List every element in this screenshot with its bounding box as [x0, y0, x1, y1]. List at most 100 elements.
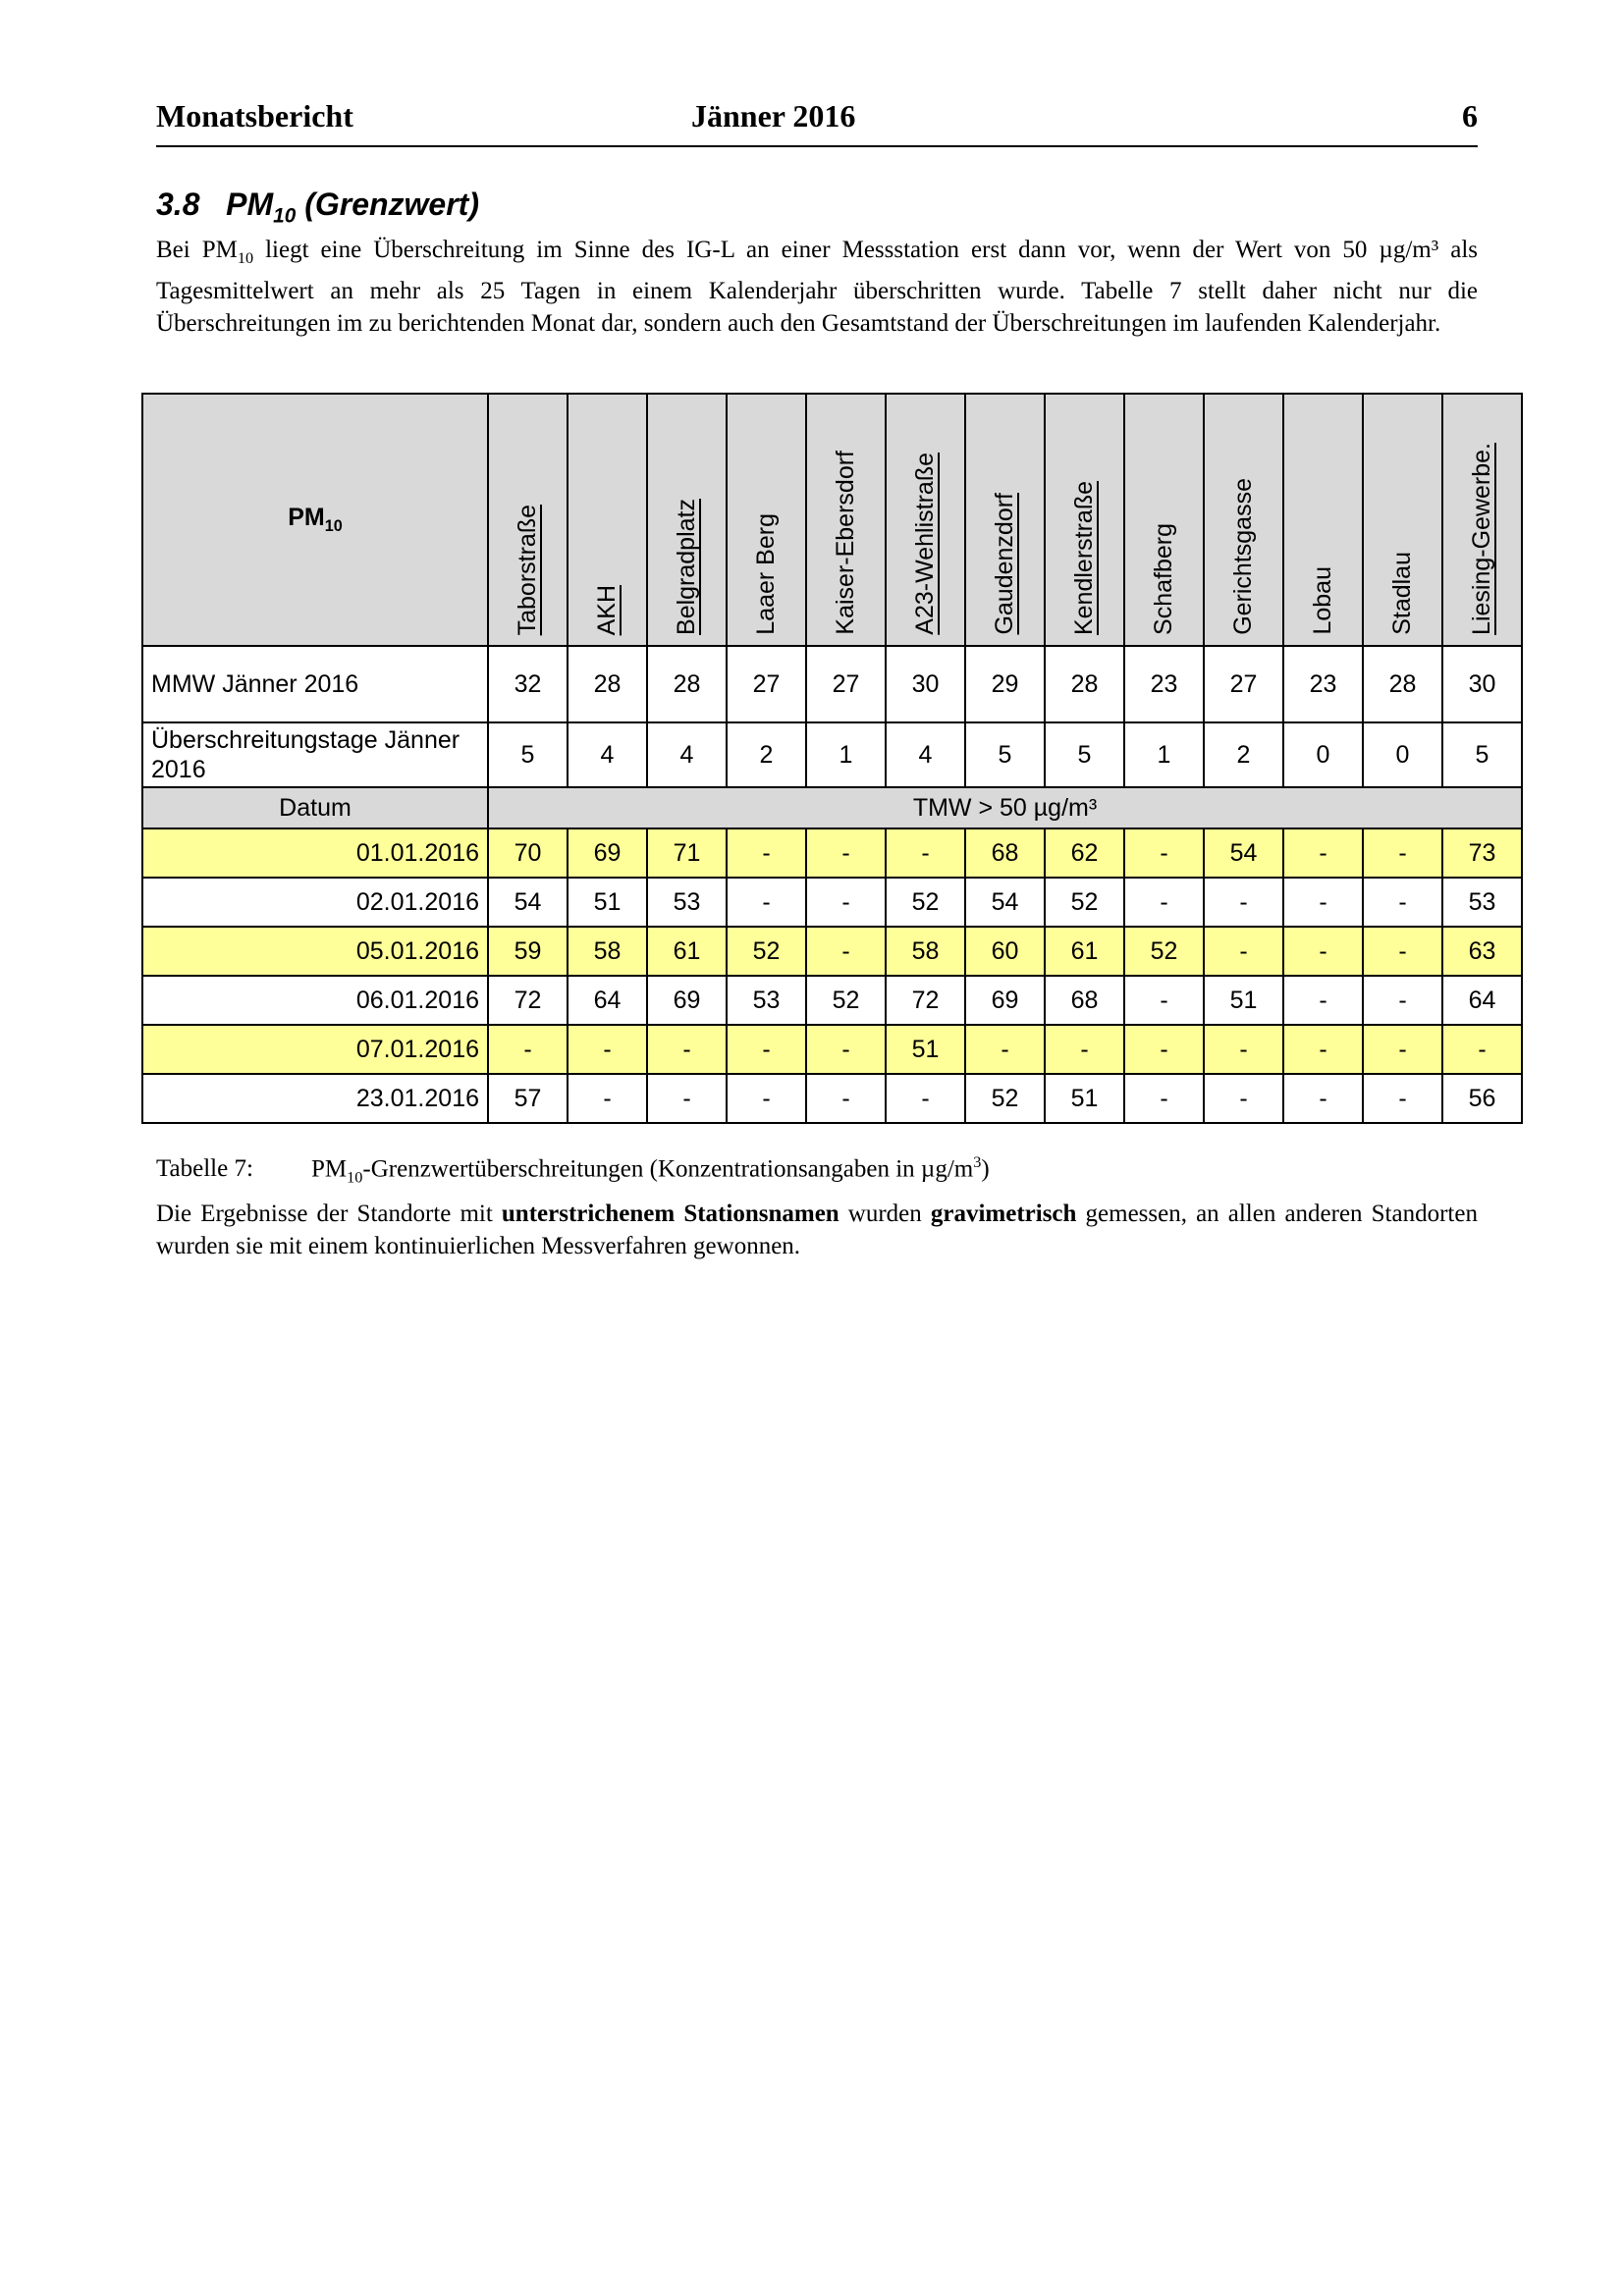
- value-cell: -: [1362, 828, 1443, 879]
- value-cell: 29: [964, 645, 1046, 723]
- value-cell: -: [1203, 1024, 1284, 1075]
- value-cell: -: [805, 1073, 887, 1124]
- value-cell: -: [1362, 1024, 1443, 1075]
- corner-label: PM: [288, 504, 325, 531]
- value-cell: -: [1123, 828, 1205, 879]
- superscript: 3: [973, 1153, 982, 1171]
- station-cell: Liesing-Gewerbe.: [1441, 393, 1523, 647]
- text: PM: [311, 1155, 348, 1183]
- value-cell: 68: [1044, 975, 1125, 1026]
- date-row: 06.01.2016 72 64 69 53 52 72 69 68-51- -64: [141, 975, 1523, 1026]
- value-cell: 2: [726, 721, 807, 788]
- value-cell: 63: [1441, 926, 1523, 977]
- station-cell: Gerichtsgasse: [1203, 393, 1284, 647]
- value-cell: -: [726, 828, 807, 879]
- station-name: Liesing-Gewerbe.: [1468, 443, 1495, 635]
- value-cell: 61: [1044, 926, 1125, 977]
- value-cell: 28: [1044, 645, 1125, 723]
- value-cell: 52: [805, 975, 887, 1026]
- value-cell: -: [567, 1024, 648, 1075]
- value-cell: 56: [1441, 1073, 1523, 1124]
- value-cell: -: [1362, 1073, 1443, 1124]
- value-cell: 62: [1044, 828, 1125, 879]
- value-cell: 5: [487, 721, 568, 788]
- section-sub: 10: [273, 204, 297, 228]
- value-cell: -: [1203, 926, 1284, 977]
- value-cell: 68: [964, 828, 1046, 879]
- station-cell: Kaiser-Ebersdorf: [805, 393, 887, 647]
- corner-cell: PM10: [141, 393, 489, 647]
- value-cell: 1: [1123, 721, 1205, 788]
- table-caption: Tabelle 7: PM10-Grenzwertüberschreitungen…: [156, 1147, 1478, 1194]
- value-cell: -: [1203, 1073, 1284, 1124]
- text: wurden: [839, 1201, 931, 1227]
- station-cell: A23-Wehlistraße: [885, 393, 966, 647]
- value-cell: -: [1362, 975, 1443, 1026]
- value-cell: -: [1203, 877, 1284, 928]
- bold-text: unterstrichenem Stationsnamen: [501, 1201, 839, 1227]
- value-cell: -: [805, 926, 887, 977]
- value-cell: 70: [487, 828, 568, 879]
- intro-paragraph: Bei PM10 liegt eine Überschreitung im Si…: [156, 234, 1478, 340]
- page-number: 6: [1462, 98, 1478, 133]
- date-row: 23.01.2016 57- - - - -52 51- - - -56: [141, 1073, 1523, 1124]
- station-name: A23-Wehlistraße: [911, 453, 939, 635]
- value-cell: 52: [964, 1073, 1046, 1124]
- section-heading: 3.8 PM10 (Grenzwert): [156, 187, 479, 228]
- value-cell: -: [726, 877, 807, 928]
- value-cell: 5: [1441, 721, 1523, 788]
- value-cell: 0: [1362, 721, 1443, 788]
- station-name: Gaudenzdorf: [991, 493, 1018, 635]
- value-cell: -: [487, 1024, 568, 1075]
- value-cell: -: [1123, 1073, 1205, 1124]
- station-cell: Gaudenzdorf: [964, 393, 1046, 647]
- value-cell: 69: [567, 828, 648, 879]
- value-cell: 1: [805, 721, 887, 788]
- value-cell: -: [646, 1073, 728, 1124]
- value-cell: 0: [1282, 721, 1364, 788]
- date-header: Datum: [141, 786, 489, 829]
- station-cell: Belgradplatz: [646, 393, 728, 647]
- date-cell: 05.01.2016: [141, 926, 489, 977]
- value-cell: 4: [885, 721, 966, 788]
- value-cell: 23: [1282, 645, 1364, 723]
- station-cell: Taborstraße: [487, 393, 568, 647]
- station-name: Taborstraße: [514, 504, 541, 635]
- value-cell: 52: [1044, 877, 1125, 928]
- value-cell: 64: [1441, 975, 1523, 1026]
- value-cell: -: [805, 877, 887, 928]
- value-cell: 52: [726, 926, 807, 977]
- value-cell: 4: [646, 721, 728, 788]
- value-cell: 51: [567, 877, 648, 928]
- row-label: Überschreitungstage Jänner 2016: [141, 721, 489, 788]
- value-cell: 71: [646, 828, 728, 879]
- station-cell: Stadlau: [1362, 393, 1443, 647]
- value-cell: -: [1123, 1024, 1205, 1075]
- station-name: AKH: [593, 584, 621, 635]
- header-month: Jänner 2016: [691, 98, 856, 133]
- value-cell: 59: [487, 926, 568, 977]
- text: gemessen, an allen anderen Standorten wu…: [156, 1201, 1478, 1259]
- station-cell: Laaer Berg: [726, 393, 807, 647]
- header-row: PM10 Taborstraße AKH Belgradplatz Laaer Berg…: [141, 393, 1523, 647]
- value-cell: 27: [726, 645, 807, 723]
- value-cell: -: [1044, 1024, 1125, 1075]
- value-cell: 32: [487, 645, 568, 723]
- value-cell: 72: [487, 975, 568, 1026]
- value-cell: 27: [1203, 645, 1284, 723]
- value-cell: 58: [567, 926, 648, 977]
- value-cell: 53: [646, 877, 728, 928]
- value-cell: 60: [964, 926, 1046, 977]
- value-cell: 4: [567, 721, 648, 788]
- value-cell: 69: [646, 975, 728, 1026]
- station-name: Schafberg: [1150, 523, 1177, 635]
- value-cell: 23: [1123, 645, 1205, 723]
- station-name: Stadlau: [1388, 552, 1416, 635]
- subscript: 10: [237, 249, 254, 267]
- value-cell: -: [1441, 1024, 1523, 1075]
- station-cell: Kendlerstraße: [1044, 393, 1125, 647]
- note-paragraph: Die Ergebnisse der Standorte mit unterst…: [156, 1198, 1478, 1262]
- value-cell: -: [885, 828, 966, 879]
- value-cell: 69: [964, 975, 1046, 1026]
